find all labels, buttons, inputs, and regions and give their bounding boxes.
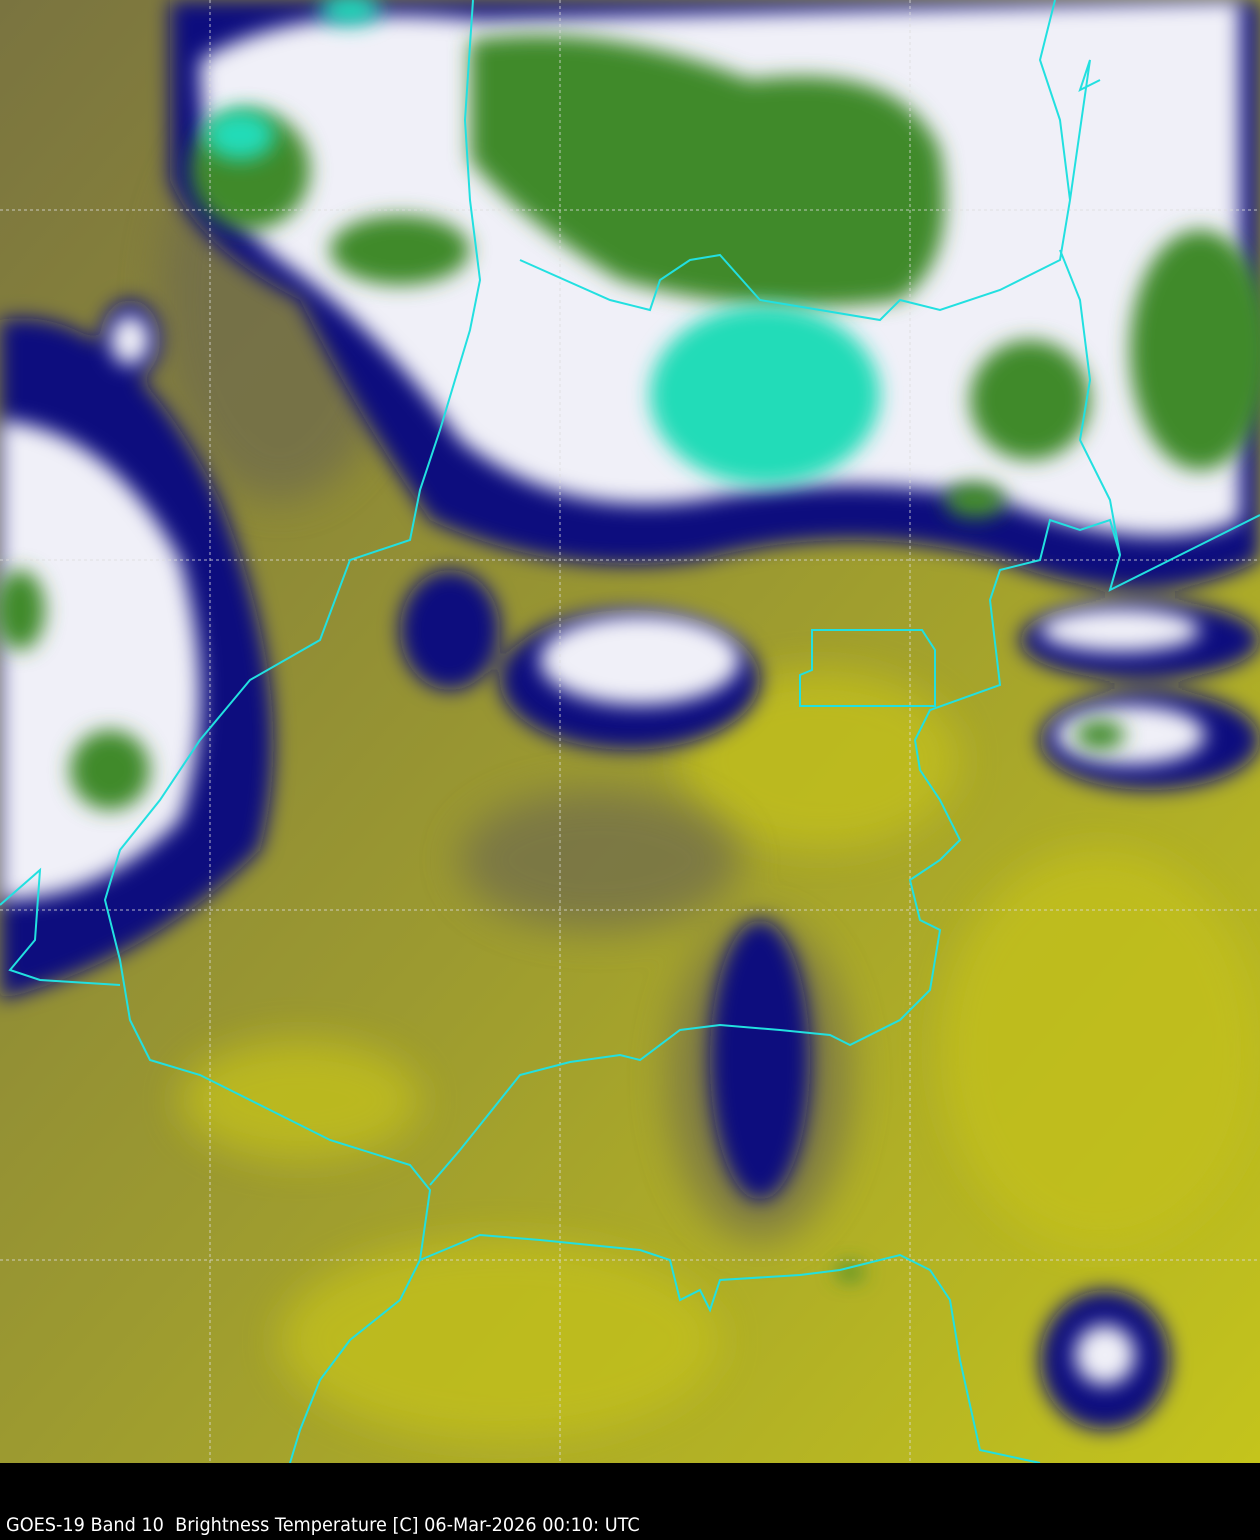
image-caption: GOES-19 Band 10 Brightness Temperature [… — [6, 1514, 640, 1536]
political-borders — [0, 0, 1260, 1463]
satellite-map — [0, 0, 1260, 1463]
warm-regions — [180, 670, 1260, 1440]
cold-cloud-green — [0, 35, 1260, 1280]
coldest-cloud-teal — [205, 0, 880, 485]
grid-lines — [0, 0, 1260, 1463]
